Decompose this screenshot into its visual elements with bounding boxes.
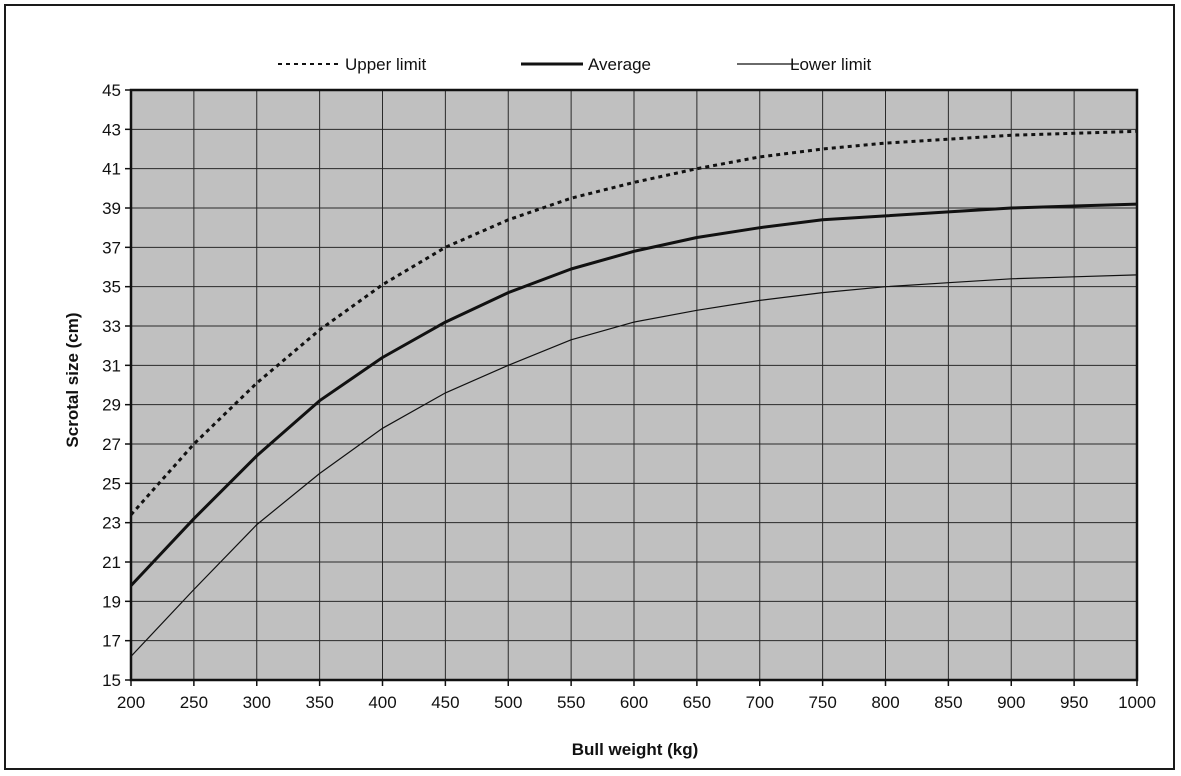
- x-tick-label: 550: [557, 693, 585, 712]
- x-tick-label: 600: [620, 693, 648, 712]
- y-tick-label: 41: [102, 160, 121, 179]
- x-tick-label: 450: [431, 693, 459, 712]
- axes: 200 250 300 350 400 450 500 550 600 650 700 750 800 8…: [102, 81, 1156, 712]
- legend-label-lower-limit: Lower limit: [790, 55, 872, 74]
- x-tick-label: 250: [180, 693, 208, 712]
- x-tick-label: 900: [997, 693, 1025, 712]
- y-tick-label: 39: [102, 199, 121, 218]
- y-tick-label: 33: [102, 317, 121, 336]
- x-tick-label: 1000: [1118, 693, 1156, 712]
- x-tick-label: 350: [305, 693, 333, 712]
- x-tick-label: 500: [494, 693, 522, 712]
- x-tick-label: 650: [683, 693, 711, 712]
- legend-label-average: Average: [588, 55, 651, 74]
- y-tick-label: 15: [102, 671, 121, 690]
- y-tick-label: 45: [102, 81, 121, 100]
- y-tick-label: 35: [102, 278, 121, 297]
- y-tick-label: 17: [102, 632, 121, 651]
- x-tick-label: 750: [808, 693, 836, 712]
- x-tick-label: 800: [871, 693, 899, 712]
- x-tick-label: 400: [368, 693, 396, 712]
- x-tick-label: 850: [934, 693, 962, 712]
- x-tick-label: 300: [243, 693, 271, 712]
- legend-label-upper-limit: Upper limit: [345, 55, 427, 74]
- x-tick-label: 700: [746, 693, 774, 712]
- y-tick-label: 23: [102, 514, 121, 533]
- y-tick-label: 37: [102, 238, 121, 257]
- x-tick-label: 200: [117, 693, 145, 712]
- legend: Upper limit Average Lower limit: [278, 55, 872, 74]
- x-tick-label: 950: [1060, 693, 1088, 712]
- x-axis-title: Bull weight (kg): [572, 740, 699, 759]
- series-line-average: [129, 202, 1138, 587]
- y-tick-label: 19: [102, 592, 121, 611]
- y-tick-label: 27: [102, 435, 121, 454]
- series-line-lower-limit: [130, 274, 1138, 657]
- series-lines: [129, 129, 1138, 657]
- y-tick-label: 31: [102, 356, 121, 375]
- y-tick-label: 43: [102, 120, 121, 139]
- series-line-upper-limit: [129, 129, 1138, 516]
- y-tick-label: 29: [102, 396, 121, 415]
- y-axis-title: Scrotal size (cm): [63, 312, 82, 447]
- y-tick-label: 21: [102, 553, 121, 572]
- y-tick-label: 25: [102, 474, 121, 493]
